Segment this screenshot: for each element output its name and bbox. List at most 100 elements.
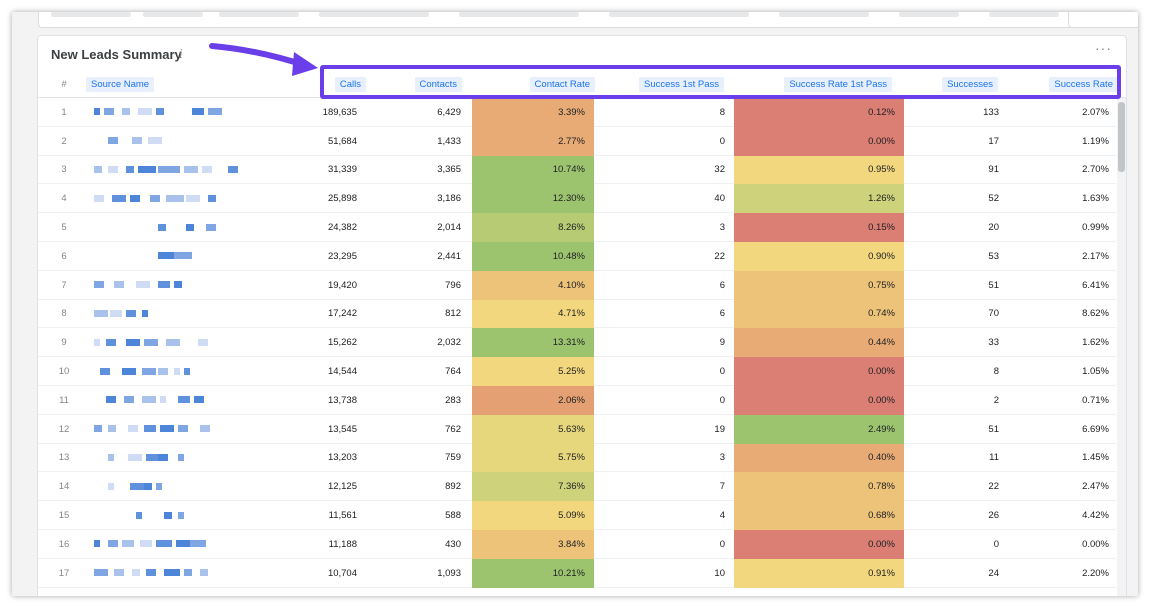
column-header-success-1st-pass[interactable]: Success 1st Pass (595, 72, 724, 96)
table-row[interactable]: 5 24,382 2,014 8.26% 3 0.15% 20 0.99% (38, 213, 1116, 242)
cell-success-rate-1st: 1.26% (734, 184, 904, 214)
cell-idx: 8 (38, 300, 90, 329)
cell-value: 0.68% (868, 510, 895, 522)
table-row[interactable]: 15 11,561 588 5.09% 4 0.68% 26 4.42% (38, 501, 1116, 530)
cell-value: 4 (61, 193, 67, 205)
cell-value: 10 (58, 366, 70, 378)
cell-value: 1,433 (437, 135, 461, 147)
column-header-success-rate[interactable]: Success Rate (1008, 72, 1118, 96)
vertical-scrollbar[interactable] (1117, 98, 1126, 596)
cell-value: 6.69% (1082, 423, 1109, 435)
cell-source-name-redacted (86, 444, 300, 473)
cell-value: 8 (993, 366, 999, 378)
table-row[interactable]: 6 23,295 2,441 10.48% 22 0.90% 53 2.17% (38, 242, 1116, 271)
cell-value: 10.21% (552, 567, 585, 579)
cell-value: 3.39% (558, 106, 585, 118)
table-row[interactable]: 9 15,262 2,032 13.31% 9 0.44% 33 1.62% (38, 328, 1116, 358)
cell-success-1st: 8 (594, 98, 734, 127)
cell-success-rate-1st: 0.12% (734, 98, 904, 127)
cell-value: 8.62% (1082, 308, 1109, 320)
scrollbar-thumb[interactable] (1118, 102, 1125, 172)
cell-value: 12.30% (552, 193, 585, 205)
cell-success-1st: 0 (594, 530, 734, 559)
cell-value: 51 (988, 279, 999, 291)
table-row[interactable]: 1 189,635 6,429 3.39% 8 0.12% 133 2.07% (38, 98, 1116, 127)
table-row[interactable]: 14 12,125 892 7.36% 7 0.78% 22 2.47% (38, 472, 1116, 502)
column-header-successes[interactable]: Successes (904, 72, 998, 96)
cell-successes: 52 (904, 184, 1008, 213)
new-leads-summary-card: New Leads Summary i ··· # Source Name Ca… (37, 35, 1127, 596)
info-icon[interactable]: i (179, 47, 183, 61)
cell-contacts: 1,433 (366, 127, 470, 156)
cell-calls: 15,262 (300, 328, 366, 357)
table-row[interactable]: 13 13,203 759 5.75% 3 0.40% 11 1.45% (38, 443, 1116, 473)
cell-value: 19,420 (327, 279, 357, 291)
redacted-text (94, 424, 274, 434)
column-header-source-name[interactable]: Source Name (86, 72, 286, 96)
table-row[interactable]: 12 13,545 762 5.63% 19 2.49% 51 6.69% (38, 414, 1116, 444)
column-header-success-rate-1st-pass[interactable]: Success Rate 1st Pass (734, 72, 892, 96)
table-row[interactable]: 17 10,704 1,093 10.21% 10 0.91% 24 2.20% (38, 558, 1116, 588)
cell-value: 24 (988, 567, 999, 579)
cell-value: 10.48% (552, 250, 585, 262)
redacted-text (94, 136, 274, 146)
cell-success-rate-1st: 0.91% (734, 558, 904, 588)
cell-contacts: 3,365 (366, 156, 470, 185)
column-header-contacts[interactable]: Contacts (366, 72, 462, 96)
cell-contact-rate: 7.36% (472, 472, 594, 502)
cell-value: 91 (988, 164, 999, 176)
cell-value: 2.49% (868, 423, 895, 435)
cell-success-1st: 22 (594, 242, 734, 271)
table-header: # Source Name Calls Contacts Contact Rat… (38, 72, 1126, 96)
cell-source-name-redacted (86, 357, 300, 386)
cell-successes: 24 (904, 559, 1008, 588)
cell-value: 10.74% (552, 164, 585, 176)
cell-value: 20 (988, 222, 999, 234)
cell-success-rate-1st: 2.49% (734, 414, 904, 444)
cell-value: 0.95% (868, 164, 895, 176)
screenshot-frame: New Leads Summary i ··· # Source Name Ca… (12, 12, 1138, 596)
cell-value: 4 (719, 510, 725, 522)
table-row[interactable]: 3 31,339 3,365 10.74% 32 0.95% 91 2.70% (38, 155, 1116, 185)
cell-value: 7 (719, 481, 725, 493)
cell-value: 2.20% (1082, 567, 1109, 579)
cell-value: 0 (719, 366, 725, 378)
cell-value: 6.41% (1082, 279, 1109, 291)
cell-value: 588 (445, 510, 461, 522)
cell-value: 3,365 (437, 164, 461, 176)
cell-success-1st: 0 (594, 357, 734, 386)
table-row[interactable]: 11 13,738 283 2.06% 0 0.00% 2 0.71% (38, 386, 1116, 415)
cell-value: 0.00% (868, 394, 895, 406)
cell-contact-rate: 5.25% (472, 357, 594, 386)
cell-idx: 7 (38, 271, 90, 300)
more-options-icon[interactable]: ··· (1095, 40, 1112, 56)
cell-value: 12,125 (327, 481, 357, 493)
cell-success-rate-1st: 0.68% (734, 501, 904, 530)
cell-calls: 10,704 (300, 559, 366, 588)
table-row[interactable]: 7 19,420 796 4.10% 6 0.75% 51 6.41% (38, 270, 1116, 300)
cell-success-1st: 0 (594, 127, 734, 156)
column-header-contact-rate[interactable]: Contact Rate (472, 72, 595, 96)
redacted-text (94, 338, 274, 348)
cell-contacts: 2,032 (366, 328, 470, 357)
cell-value: 0.99% (1082, 222, 1109, 234)
cell-value: 0 (719, 538, 725, 550)
cell-idx: 6 (38, 242, 90, 271)
cell-contact-rate: 2.77% (472, 126, 594, 156)
cell-value: 0.12% (868, 106, 895, 118)
cell-idx: 3 (38, 156, 90, 185)
cell-value: 32 (714, 164, 725, 176)
card-title: New Leads Summary (51, 47, 182, 62)
table-row[interactable]: 8 17,242 812 4.71% 6 0.74% 70 8.62% (38, 299, 1116, 329)
cell-value: 11,188 (328, 538, 357, 550)
cell-successes: 2 (904, 386, 1008, 415)
column-header-calls[interactable]: Calls (300, 72, 366, 96)
table-row[interactable]: 16 11,188 430 3.84% 0 0.00% 0 0.00% (38, 530, 1116, 559)
cell-value: 14 (58, 481, 70, 493)
cell-success-rate: 0.71% (1008, 386, 1118, 415)
cell-value: 133 (983, 106, 999, 118)
table-row[interactable]: 10 14,544 764 5.25% 0 0.00% 8 1.05% (38, 357, 1116, 386)
table-row[interactable]: 2 51,684 1,433 2.77% 0 0.00% 17 1.19% (38, 126, 1116, 156)
table-row[interactable]: 4 25,898 3,186 12.30% 40 1.26% 52 1.63% (38, 184, 1116, 214)
cell-successes: 11 (904, 444, 1008, 473)
